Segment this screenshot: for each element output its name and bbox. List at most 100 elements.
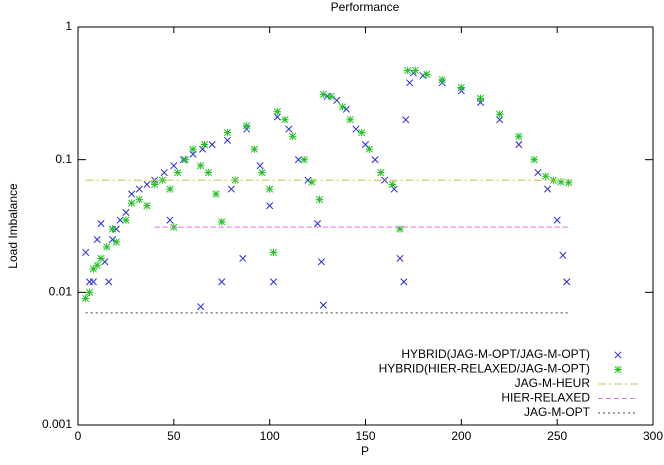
x-marker — [266, 202, 274, 210]
marker-stroke — [266, 202, 274, 210]
marker-stroke — [396, 254, 404, 263]
x-marker — [189, 150, 197, 158]
star-marker — [189, 145, 197, 153]
marker-stroke — [101, 258, 109, 266]
marker-stroke — [614, 351, 622, 359]
x-marker — [218, 278, 226, 286]
star-marker — [200, 140, 209, 149]
legend-label: HYBRID(JAG-M-OPT/JAG-M-OPT) — [401, 347, 590, 361]
x-marker — [371, 156, 379, 164]
star-marker — [181, 155, 190, 164]
x-marker — [317, 258, 325, 266]
x-marker — [166, 216, 174, 224]
x-marker — [400, 278, 408, 286]
star-marker — [108, 225, 117, 233]
star-marker — [315, 195, 324, 204]
marker-stroke — [317, 258, 325, 266]
star-marker — [269, 248, 278, 257]
marker-stroke — [189, 150, 197, 158]
marker-stroke — [285, 125, 293, 133]
x-tick-label: 50 — [167, 429, 181, 443]
marker-stroke — [116, 216, 124, 224]
star-marker — [212, 190, 220, 198]
star-marker — [411, 66, 420, 75]
x-marker — [135, 185, 143, 193]
star-marker — [403, 66, 412, 75]
marker-stroke — [170, 162, 178, 170]
marker-stroke — [143, 180, 151, 189]
star-marker — [258, 168, 266, 177]
x-marker — [396, 254, 404, 263]
x-marker — [256, 162, 264, 170]
x-marker — [239, 254, 247, 263]
star-marker — [93, 261, 101, 269]
star-marker — [196, 162, 205, 170]
marker-stroke — [227, 185, 235, 193]
star-marker — [265, 185, 274, 193]
marker-stroke — [239, 254, 247, 263]
marker-stroke — [515, 140, 523, 149]
star-marker — [377, 168, 385, 177]
star-marker — [242, 122, 251, 130]
star-marker — [122, 216, 130, 224]
marker-stroke — [390, 185, 398, 193]
star-marker — [85, 288, 94, 297]
marker-stroke — [400, 278, 408, 286]
marker-stroke — [419, 72, 427, 80]
x-tick-label: 100 — [260, 429, 280, 443]
marker-stroke — [402, 116, 410, 124]
x-marker — [128, 190, 136, 198]
marker-stroke — [371, 156, 379, 164]
star-marker — [89, 265, 98, 273]
marker-stroke — [122, 208, 130, 217]
marker-stroke — [553, 216, 561, 224]
legend-label: JAG-M-OPT — [524, 405, 591, 419]
x-marker — [273, 113, 281, 121]
marker-stroke — [166, 216, 174, 224]
star-marker — [614, 365, 622, 374]
star-marker — [396, 225, 404, 233]
marker-stroke — [544, 185, 552, 193]
x-marker — [294, 156, 302, 164]
marker-stroke — [534, 168, 542, 177]
star-marker — [530, 155, 538, 164]
x-marker — [160, 168, 168, 177]
x-marker — [352, 125, 360, 133]
marker-stroke — [559, 251, 567, 259]
x-marker — [122, 208, 130, 217]
marker-stroke — [97, 219, 105, 228]
x-marker — [361, 140, 370, 149]
y-tick-label: 1 — [65, 19, 72, 33]
x-marker — [93, 235, 101, 244]
y-tick-label: 0.01 — [49, 285, 73, 299]
star-marker — [327, 92, 335, 101]
x-marker — [97, 219, 105, 228]
x-marker — [419, 72, 427, 80]
star-marker — [112, 238, 121, 246]
x-marker — [314, 219, 322, 228]
marker-stroke — [342, 105, 350, 113]
star-marker — [423, 70, 431, 79]
x-tick-label: 150 — [355, 429, 375, 443]
marker-stroke — [304, 176, 312, 184]
star-marker — [281, 116, 289, 124]
x-marker — [197, 303, 205, 311]
star-marker — [346, 116, 354, 124]
marker-stroke — [93, 235, 101, 244]
star-marker — [204, 168, 213, 177]
marker-stroke — [82, 248, 90, 256]
x-marker — [496, 116, 504, 124]
x-marker — [406, 79, 414, 87]
star-marker — [338, 103, 347, 111]
star-marker — [166, 185, 174, 193]
x-marker — [534, 168, 542, 177]
star-marker — [300, 155, 308, 164]
star-marker — [218, 218, 226, 226]
marker-stroke — [105, 278, 113, 286]
star-marker — [308, 178, 316, 186]
x-axis-label: P — [361, 444, 369, 458]
marker-stroke — [160, 168, 168, 177]
star-marker — [515, 132, 523, 141]
y-axis-label: Load Imbalance — [6, 183, 20, 269]
